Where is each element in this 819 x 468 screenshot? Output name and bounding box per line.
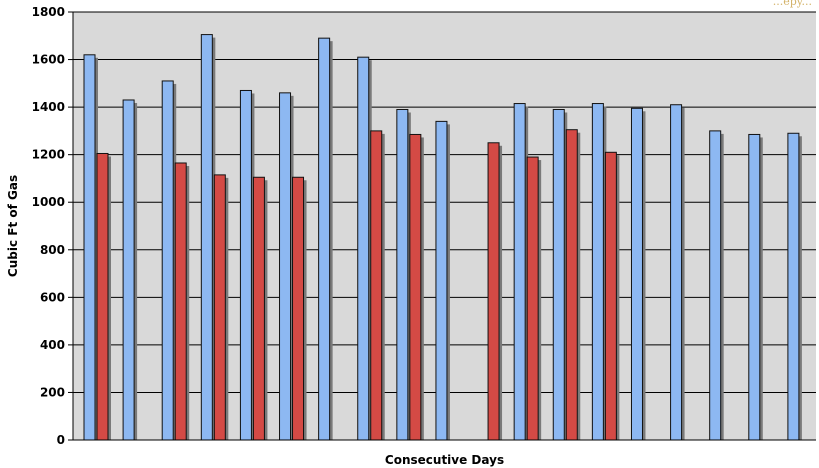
bar-series-1-day-15: [630, 107, 643, 441]
y-tick-label: 1200: [32, 148, 65, 162]
bar-series-2-day-13: [565, 129, 578, 441]
bar-series-1-day-1: [83, 54, 96, 441]
bar-series-2-day-8: [370, 130, 383, 441]
bar-series-2-day-11: [487, 142, 500, 441]
bar-series-1-day-5: [239, 89, 252, 441]
y-tick-label: 1600: [32, 53, 65, 67]
bar-series-2-day-12: [526, 156, 539, 441]
bar-series-1-day-18: [748, 133, 761, 441]
bar-series-1-day-9: [396, 108, 409, 441]
bar-series-1-day-16: [670, 104, 683, 441]
bar-series-1-day-7: [318, 37, 331, 441]
bar-series-2-day-6: [292, 176, 305, 441]
bar-series-1-day-14: [591, 103, 604, 441]
bar-series-1-day-6: [279, 92, 292, 441]
bar-series-2-day-9: [409, 133, 422, 441]
y-tick-label: 1400: [32, 100, 65, 114]
bar-series-1-day-3: [161, 80, 174, 441]
y-tick-label: 600: [40, 290, 65, 304]
bar-series-2-day-4: [213, 174, 226, 441]
corner-watermark-text: ...epy...: [773, 0, 812, 8]
bar-series-1-day-17: [709, 130, 722, 441]
bar-series-2-day-1: [96, 152, 109, 441]
y-tick-label: 200: [40, 385, 65, 399]
bar-series-1-day-4: [200, 34, 213, 441]
y-axis-ticks: 0 200 400 600 800 1000 1200 1400 1600 1800: [32, 5, 73, 447]
y-tick-label: 1800: [32, 5, 65, 19]
y-axis-title: Cubic Ft of Gas: [6, 175, 20, 277]
y-tick-label: 1000: [32, 195, 65, 209]
bar-series-1-day-10: [435, 120, 448, 441]
y-tick-label: 400: [40, 338, 65, 352]
bar-series-2-day-3: [174, 162, 187, 441]
bar-series-1-day-2: [122, 99, 135, 441]
x-axis-title: Consecutive Days: [385, 453, 504, 467]
bar-series-1-day-13: [552, 108, 565, 441]
bar-series-2-day-5: [252, 176, 265, 441]
y-tick-label: 800: [40, 243, 65, 257]
bar-series-1-day-19: [787, 132, 800, 441]
y-tick-label: 0: [57, 433, 65, 447]
bars: [83, 34, 802, 441]
bar-series-1-day-12: [513, 103, 526, 441]
bar-series-1-day-8: [357, 56, 370, 441]
bar-series-2-day-14: [604, 151, 617, 441]
